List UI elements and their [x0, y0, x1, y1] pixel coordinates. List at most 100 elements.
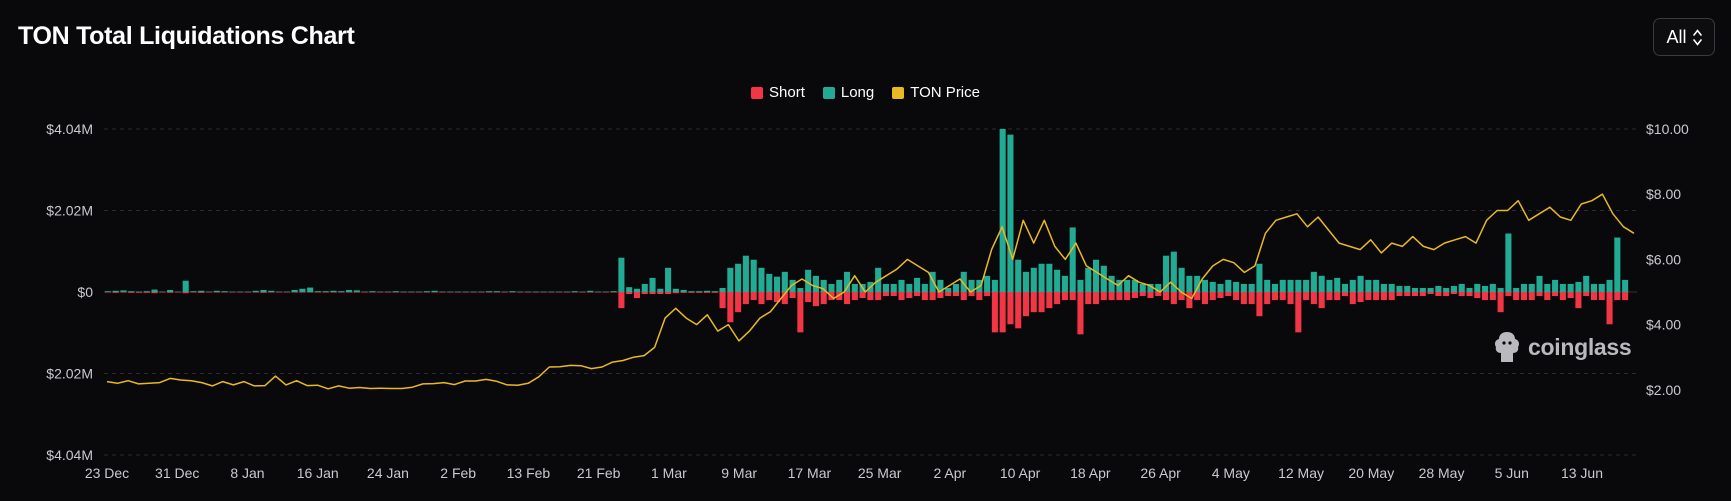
long-bar	[1256, 263, 1263, 292]
long-bar	[1303, 279, 1310, 292]
short-bar	[237, 292, 244, 293]
short-bar	[789, 292, 796, 299]
long-bar	[1567, 283, 1574, 292]
short-bar	[875, 292, 882, 301]
short-bar	[1349, 292, 1356, 305]
short-bar	[703, 292, 711, 293]
long-bar	[470, 291, 477, 293]
x-tick-label: 23 Dec	[85, 465, 129, 481]
long-bar	[159, 291, 166, 293]
long-bar	[1373, 279, 1380, 292]
x-tick-label: 2 Apr	[934, 465, 967, 481]
long-bar	[921, 283, 928, 292]
short-bar	[462, 292, 469, 293]
long-bar	[563, 291, 570, 293]
short-bar	[556, 292, 563, 293]
long-bar	[486, 291, 493, 292]
long-bar	[1411, 287, 1419, 292]
short-bar	[665, 292, 672, 295]
short-bar	[1552, 292, 1559, 297]
long-bar	[696, 291, 703, 292]
short-bar	[384, 292, 392, 293]
legend-item-price[interactable]: TON Price	[892, 84, 980, 101]
long-bar	[431, 290, 438, 292]
long-bar	[1092, 259, 1100, 292]
chart-axis-labels: $4.04M $2.02M $0 $2.02M $4.04M $10.00 $8.00 $6.…	[46, 121, 1689, 481]
long-bar	[960, 271, 967, 292]
y-left-tick-label: $4.04M	[46, 121, 93, 137]
long-bar	[447, 291, 454, 293]
short-bar	[190, 292, 197, 293]
x-tick-label: 12 May	[1278, 465, 1324, 481]
long-bar	[1287, 279, 1294, 292]
short-bar	[1225, 292, 1232, 297]
long-bar	[244, 291, 251, 293]
long-bar	[120, 290, 127, 292]
long-bar	[1077, 279, 1084, 292]
long-bar	[991, 279, 998, 292]
long-bar	[1497, 287, 1504, 292]
short-bar	[392, 292, 399, 293]
long-bar	[1544, 283, 1551, 292]
short-bar	[859, 292, 866, 299]
short-bar	[346, 292, 353, 293]
short-bar	[758, 292, 765, 305]
legend-item-short[interactable]: Short	[751, 84, 805, 101]
short-bar	[1482, 292, 1489, 301]
short-bar	[206, 292, 213, 293]
short-bar	[1092, 292, 1100, 305]
long-bar	[1139, 283, 1146, 292]
long-bar	[1489, 283, 1496, 292]
ton-price-line	[106, 193, 1635, 390]
short-bar	[1139, 292, 1146, 297]
short-bar	[213, 292, 220, 293]
long-bar	[548, 291, 555, 293]
short-bar	[1544, 292, 1551, 301]
long-bar	[1536, 275, 1543, 292]
short-bar	[135, 292, 143, 293]
long-bar	[633, 288, 641, 292]
x-tick-label: 9 Mar	[721, 465, 757, 481]
chart-legend: Short Long TON Price	[0, 84, 1731, 101]
long-bar	[1108, 275, 1115, 292]
long-bar	[478, 291, 485, 293]
short-bar	[797, 292, 804, 333]
long-bar	[1248, 283, 1255, 292]
short-bar	[1427, 292, 1434, 295]
short-bar	[1450, 292, 1457, 295]
legend-swatch-long	[822, 86, 835, 99]
long-bar	[361, 291, 368, 293]
short-bar	[711, 292, 718, 293]
short-bar	[1567, 292, 1574, 299]
short-bar	[1209, 292, 1216, 301]
short-bar	[1108, 292, 1115, 301]
long-bar	[1443, 287, 1450, 292]
long-bar	[641, 283, 648, 292]
short-bar	[1559, 292, 1566, 301]
short-bar	[1466, 292, 1473, 297]
legend-item-long[interactable]: Long	[822, 84, 874, 101]
long-bar	[1380, 283, 1387, 292]
short-bar	[1419, 292, 1426, 297]
short-bar	[182, 292, 189, 294]
short-bar	[1520, 292, 1527, 301]
long-bar	[595, 291, 602, 293]
short-bar	[812, 292, 819, 307]
long-bar	[229, 291, 236, 293]
short-bar	[1038, 292, 1045, 313]
short-bar	[1575, 292, 1582, 309]
long-bar	[1131, 279, 1138, 292]
short-bar	[1318, 292, 1325, 309]
short-bar	[291, 292, 298, 293]
long-bar	[151, 289, 158, 292]
coinglass-watermark: coinglass	[1492, 330, 1632, 364]
y-right-tick-label: $6.00	[1646, 251, 1681, 267]
long-bar	[750, 259, 757, 292]
long-bar	[493, 291, 500, 292]
long-bar	[1419, 287, 1426, 292]
long-bar	[898, 279, 905, 292]
short-bar	[1310, 292, 1317, 305]
time-range-select[interactable]: All	[1653, 18, 1715, 56]
long-bar	[1388, 283, 1395, 292]
